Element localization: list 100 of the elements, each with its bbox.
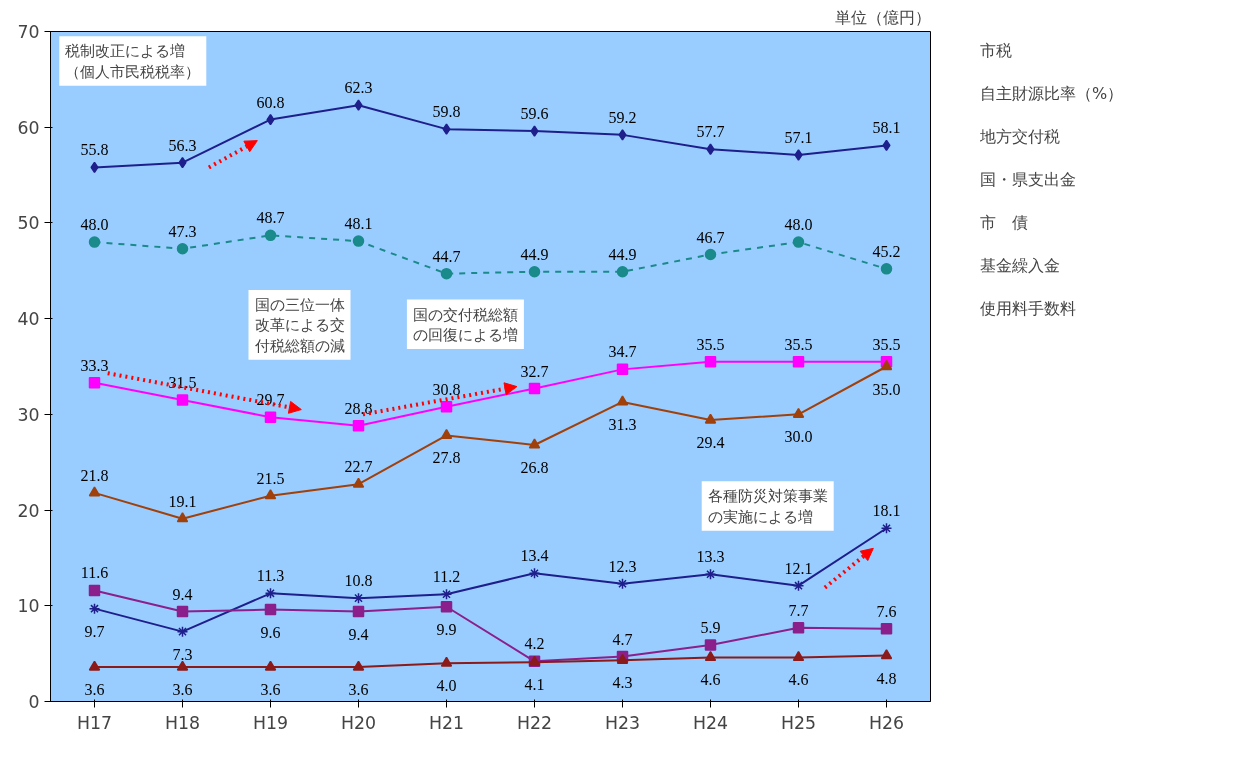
x-tick-label: H17 [76,712,113,733]
data-label: 29.4 [696,434,725,452]
data-label: 4.6 [700,671,721,689]
data-label: 35.5 [784,335,813,353]
data-label: 11.3 [256,567,285,585]
data-label: 9.4 [348,625,369,643]
data-label: 12.1 [784,559,813,577]
text: 単位（億円） [834,7,931,27]
data-label: 21.8 [80,466,109,484]
data-label: 44.9 [520,245,549,263]
text: 市 債 [980,213,1028,234]
data-label: 4.0 [436,677,457,695]
y-tick-label: 50 [17,213,40,234]
data-label: 22.7 [344,458,373,476]
data-label: 30.0 [784,428,813,446]
annotation: 国の三位一体改革による交付税総額の減 [253,295,345,354]
data-label: 31.3 [608,415,637,433]
x-tick-label: H25 [780,712,817,733]
data-label: 48.0 [80,216,109,234]
x-tick-label: H26 [868,712,905,733]
x-tick-label: H20 [340,712,377,733]
data-label: 3.6 [84,681,105,699]
data-label: 13.4 [520,547,549,565]
text: 地方交付税 [980,127,1060,148]
y-tick-label: 20 [17,500,40,521]
data-label: 35.5 [872,335,901,353]
data-label: 5.9 [700,619,721,637]
data-label: 10.8 [344,572,373,590]
data-label: 13.3 [696,548,725,566]
data-label: 35.5 [696,335,725,353]
y-tick-label: 30 [17,404,40,425]
data-label: 21.5 [256,469,285,487]
x-tick-label: H21 [428,712,465,733]
data-label: 18.1 [872,502,901,520]
data-label: 9.9 [436,620,457,638]
data-label: 11.2 [432,568,461,586]
data-label: 26.8 [520,458,549,476]
text: 国・県支出金 [980,170,1076,191]
data-label: 44.9 [608,245,637,263]
data-label: 31.5 [168,374,197,391]
text: 自主財源比率（%） [980,84,1124,105]
y-tick-label: 40 [17,309,40,330]
data-label: 34.7 [608,343,637,361]
data-label: 9.6 [260,623,281,641]
data-label: 4.1 [524,676,545,694]
y-tick-label: 60 [17,117,40,138]
data-label: 56.3 [168,136,197,154]
data-label: 30.8 [432,380,461,398]
data-label: 59.6 [520,105,549,123]
data-label: 62.3 [344,79,373,97]
data-label: 3.6 [172,681,193,699]
data-label: 47.3 [168,222,197,240]
x-tick-label: H23 [604,712,641,733]
x-tick-label: H24 [692,712,729,733]
data-label: 48.0 [784,216,813,234]
data-label: 28.8 [344,399,373,417]
text: 市税 [980,41,1012,62]
data-label: 33.3 [80,356,109,374]
x-tick-label: H22 [516,712,553,733]
data-label: 57.7 [696,123,725,141]
data-label: 55.8 [80,141,109,159]
data-label: 32.7 [520,362,549,380]
y-tick-label: 70 [17,22,40,42]
data-label: 59.8 [432,103,461,121]
data-label: 44.7 [432,247,461,265]
text: 使用料手数料 [980,299,1076,320]
data-label: 11.6 [80,564,109,582]
data-label: 3.6 [348,681,369,699]
data-label: 12.3 [608,557,637,575]
data-label: 4.8 [876,669,897,687]
data-label: 7.3 [172,645,193,663]
annotation: 税制改正による増（個人市民税税率） [65,42,201,80]
y-tick-label: 0 [28,692,40,712]
x-tick-label: H18 [164,712,201,733]
x-tick-label: H19 [252,712,289,733]
data-label: 4.3 [612,674,633,692]
y-tick-label: 10 [17,596,40,617]
data-label: 7.7 [788,601,809,619]
annotation: 国の交付税総額の回復による増 [412,305,518,343]
annotation: 各種防災対策事業の実施による増 [707,487,828,525]
text: 基金繰入金 [980,256,1060,277]
data-label: 60.8 [256,93,285,111]
data-label: 57.1 [784,128,813,146]
data-label: 19.1 [168,492,197,510]
data-label: 48.1 [344,215,373,233]
data-label: 45.2 [872,242,901,260]
data-label: 46.7 [696,228,725,246]
data-label: 7.6 [876,602,897,620]
data-label: 4.7 [612,630,633,648]
data-label: 48.7 [256,209,285,227]
data-label: 35.0 [872,380,901,398]
data-label: 9.7 [84,622,105,640]
data-label: 27.8 [432,449,461,467]
data-label: 29.7 [256,391,285,409]
data-label: 3.6 [260,681,281,699]
data-label: 4.2 [524,635,545,653]
data-label: 58.1 [872,119,901,137]
data-label: 59.2 [608,108,637,126]
data-label: 9.4 [172,585,193,603]
data-label: 4.6 [788,671,809,689]
